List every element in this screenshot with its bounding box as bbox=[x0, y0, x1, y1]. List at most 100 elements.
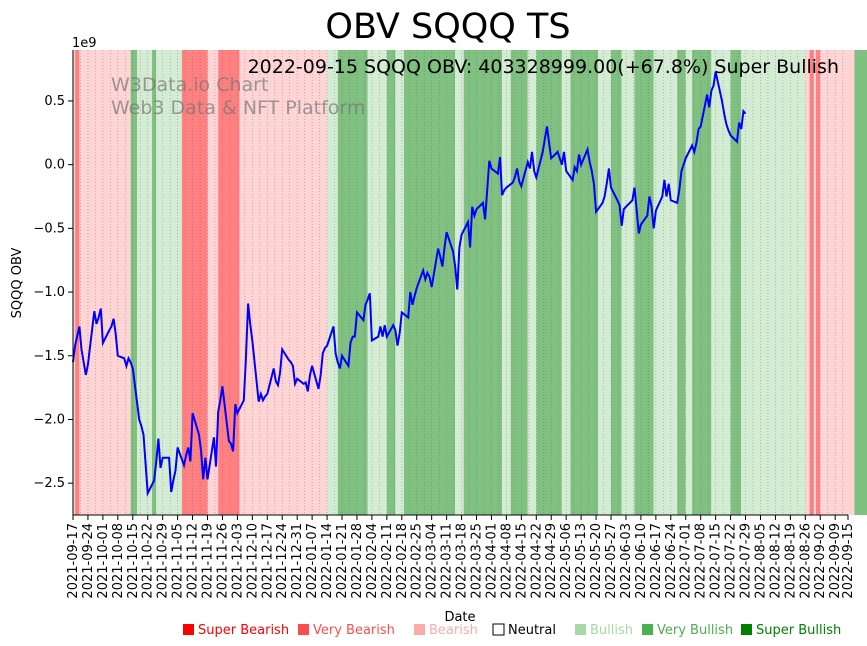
band-bullish bbox=[156, 50, 182, 515]
band-bullish bbox=[395, 50, 404, 515]
legend-label-super_bullish: Super Bullish bbox=[756, 623, 841, 638]
plot-area bbox=[73, 50, 867, 515]
legend-label-bullish: Bullish bbox=[590, 623, 633, 638]
x-tick-label: 2022-02-04 bbox=[365, 523, 380, 599]
x-tick-label: 2022-06-17 bbox=[649, 523, 664, 599]
x-tick-label: 2022-04-15 bbox=[514, 523, 529, 599]
y-tick-label: −2.5 bbox=[33, 476, 65, 491]
band-bullish bbox=[598, 50, 611, 515]
x-tick-label: 2021-12-17 bbox=[260, 523, 275, 599]
x-tick-label: 2022-02-18 bbox=[395, 523, 410, 599]
x-tick-label: 2022-09-02 bbox=[813, 523, 828, 599]
band-bearish bbox=[79, 50, 130, 515]
x-tick-label: 2022-08-26 bbox=[798, 523, 813, 599]
x-tick-label: 2022-07-22 bbox=[724, 523, 739, 599]
band-very_bearish bbox=[816, 50, 820, 515]
legend-swatch-very_bearish bbox=[298, 624, 309, 635]
x-tick-label: 2022-04-22 bbox=[529, 523, 544, 599]
band-very_bullish bbox=[131, 50, 137, 515]
x-tick-label: 2021-12-10 bbox=[245, 523, 260, 599]
x-tick-label: 2021-10-29 bbox=[156, 523, 171, 599]
x-tick-label: 2022-06-10 bbox=[634, 523, 649, 599]
x-tick-label: 2022-05-13 bbox=[574, 523, 589, 599]
x-tick-label: 2021-10-15 bbox=[126, 523, 141, 599]
band-bearish bbox=[805, 50, 809, 515]
band-bullish bbox=[741, 50, 805, 515]
x-tick-label: 2022-04-29 bbox=[544, 523, 559, 599]
band-bullish bbox=[686, 50, 692, 515]
y-axis-label: SQQQ OBV bbox=[10, 248, 25, 319]
legend-label-neutral: Neutral bbox=[508, 623, 556, 638]
obv-chart: OBV SQQQ TS 0.50.0−0.5−1.0−1.5−2.0−2.520… bbox=[0, 0, 867, 646]
x-tick-label: 2021-10-01 bbox=[96, 523, 111, 599]
legend-label-super_bearish: Super Bearish bbox=[198, 623, 289, 638]
x-tick-label: 2022-08-12 bbox=[768, 523, 783, 599]
watermark-line-2: Web3 Data & NFT Platform bbox=[111, 97, 365, 119]
band-bullish bbox=[711, 50, 730, 515]
y-tick-label: −1.0 bbox=[33, 285, 65, 300]
band-bullish bbox=[622, 50, 635, 515]
legend-swatch-neutral bbox=[493, 624, 504, 635]
legend-swatch-super_bullish bbox=[741, 624, 752, 635]
band-very_bearish bbox=[182, 50, 208, 515]
x-tick-label: 2022-05-06 bbox=[559, 523, 574, 599]
chart-subtitle: 2022-09-15 SQQQ OBV: 403328999.00(+67.8%… bbox=[248, 56, 839, 78]
band-bearish bbox=[837, 50, 841, 515]
x-tick-label: 2022-05-27 bbox=[604, 523, 619, 599]
band-bearish bbox=[240, 50, 328, 515]
x-tick-label: 2021-09-17 bbox=[66, 523, 81, 599]
x-tick-label: 2021-10-08 bbox=[111, 523, 126, 599]
band-bearish bbox=[820, 50, 837, 515]
x-tick-label: 2021-11-05 bbox=[171, 523, 186, 599]
x-tick-label: 2022-03-11 bbox=[440, 523, 455, 599]
band-very_bullish bbox=[464, 50, 502, 515]
x-tick-label: 2021-11-26 bbox=[215, 523, 230, 599]
legend-label-bearish: Bearish bbox=[429, 623, 478, 638]
band-bearish bbox=[842, 50, 855, 515]
band-very_bearish bbox=[218, 50, 239, 515]
band-bearish bbox=[814, 50, 816, 515]
watermark-line-1: W3Data.io Chart bbox=[111, 74, 268, 96]
legend-swatch-super_bearish bbox=[183, 624, 194, 635]
band-very_bullish bbox=[570, 50, 598, 515]
x-tick-label: 2022-01-21 bbox=[335, 523, 350, 599]
x-tick-label: 2022-07-01 bbox=[679, 523, 694, 599]
band-very_bullish bbox=[635, 50, 654, 515]
band-very_bearish bbox=[75, 50, 79, 515]
legend-label-very_bearish: Very Bearish bbox=[313, 623, 395, 638]
band-very_bullish bbox=[511, 50, 528, 515]
x-tick-label: 2021-10-22 bbox=[141, 523, 156, 599]
legend-swatch-bullish bbox=[575, 624, 586, 635]
legend-swatch-very_bullish bbox=[642, 624, 653, 635]
x-tick-label: 2022-07-15 bbox=[709, 523, 724, 599]
x-tick-label: 2021-12-24 bbox=[275, 523, 290, 599]
y-tick-label: −1.5 bbox=[33, 349, 65, 364]
y-tick-label: 0.5 bbox=[44, 94, 65, 109]
x-tick-label: 2022-08-19 bbox=[783, 523, 798, 599]
x-tick-label: 2022-09-15 bbox=[841, 523, 856, 599]
x-tick-label: 2022-07-08 bbox=[694, 523, 709, 599]
x-tick-label: 2022-02-25 bbox=[410, 523, 425, 599]
band-very_bullish bbox=[854, 50, 867, 515]
x-tick-label: 2022-03-04 bbox=[425, 523, 440, 599]
x-tick-label: 2022-07-29 bbox=[739, 523, 754, 599]
x-tick-label: 2021-09-24 bbox=[81, 523, 96, 599]
legend-label-very_bullish: Very Bullish bbox=[657, 623, 733, 638]
legend: Super Bearish Very Bearish Bearish Neutral B… bbox=[183, 623, 841, 638]
x-tick-label: 2022-08-05 bbox=[753, 523, 768, 599]
band-bullish bbox=[327, 50, 338, 515]
x-tick-label: 2022-03-25 bbox=[470, 523, 485, 599]
legend-swatch-bearish bbox=[414, 624, 425, 635]
chart-title: OBV SQQQ TS bbox=[325, 7, 570, 47]
x-tick-label: 2022-01-07 bbox=[305, 523, 320, 599]
x-tick-label: 2022-04-01 bbox=[484, 523, 499, 599]
band-very_bullish bbox=[731, 50, 742, 515]
x-tick-label: 2022-03-18 bbox=[455, 523, 470, 599]
x-tick-label: 2021-12-31 bbox=[290, 523, 305, 599]
y-tick-label: 0.0 bbox=[44, 158, 65, 173]
y-tick-label: −2.0 bbox=[33, 412, 65, 427]
band-very_bullish bbox=[404, 50, 455, 515]
y-axis-exponent: 1e9 bbox=[72, 36, 97, 51]
x-tick-label: 2022-06-24 bbox=[664, 523, 679, 599]
x-tick-label: 2021-12-03 bbox=[230, 523, 245, 599]
